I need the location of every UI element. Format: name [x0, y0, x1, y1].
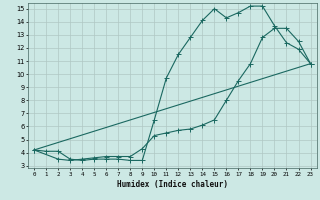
- X-axis label: Humidex (Indice chaleur): Humidex (Indice chaleur): [117, 180, 228, 189]
